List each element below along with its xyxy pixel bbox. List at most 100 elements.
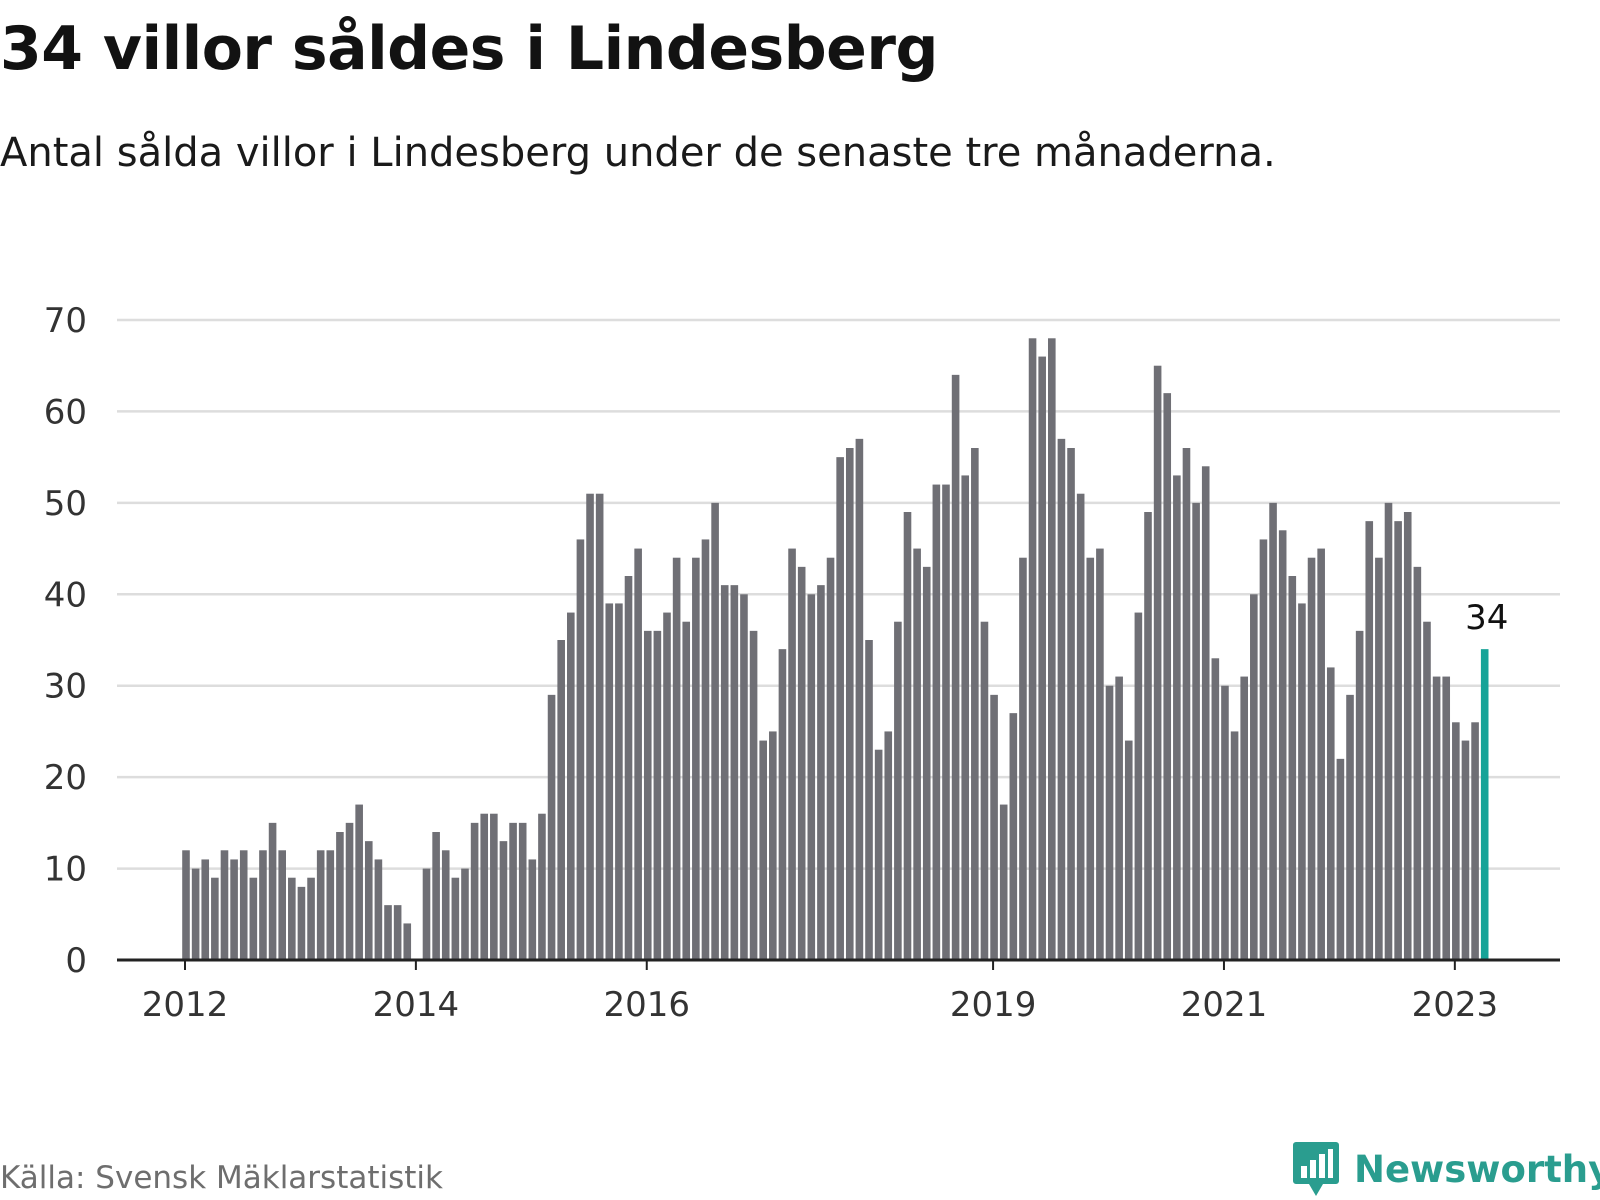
bar: [1153, 365, 1162, 961]
bar: [528, 859, 537, 960]
bar: [1423, 621, 1431, 960]
bar: [326, 850, 335, 960]
bar: [278, 850, 286, 960]
bar: [749, 630, 758, 960]
y-tick-label: 10: [44, 850, 87, 890]
bar: [692, 557, 700, 960]
bar: [259, 850, 267, 960]
x-tick-label: 2023: [1412, 985, 1499, 1025]
bar: [307, 877, 315, 960]
bar: [576, 539, 585, 960]
bar: [595, 493, 604, 960]
bar: [1355, 630, 1364, 960]
bar: [345, 822, 354, 960]
bar: [220, 850, 229, 960]
bar: [720, 585, 729, 960]
bar: [807, 594, 816, 960]
bar: [1307, 557, 1316, 960]
bar-chart-speech-bubble-icon: [1293, 1142, 1339, 1196]
bar: [1144, 512, 1152, 960]
bar: [470, 822, 479, 960]
bar: [999, 804, 1008, 960]
bar: [1076, 493, 1085, 960]
bar: [884, 731, 893, 960]
bar: [191, 868, 200, 960]
bar: [740, 594, 748, 960]
bar: [672, 557, 681, 960]
bar: [461, 868, 469, 960]
bar: [615, 603, 623, 960]
bar: [1403, 512, 1412, 960]
bar: [1134, 612, 1143, 960]
y-tick-label: 20: [44, 758, 87, 798]
bar: [538, 813, 546, 960]
bar: [1211, 658, 1220, 960]
bar: [971, 448, 979, 960]
brand-name: Newsworthy: [1354, 1147, 1600, 1191]
bar: [432, 832, 440, 960]
bar: [499, 841, 508, 960]
bar: [1471, 722, 1479, 960]
bar: [1413, 566, 1422, 960]
chart-subtitle: Antal sålda villor i Lindesberg under de…: [0, 130, 1276, 176]
bar: [990, 694, 998, 960]
bar: [817, 585, 825, 960]
bar: [1019, 557, 1027, 960]
x-tick-label: 2021: [1181, 985, 1268, 1025]
y-tick-label: 50: [44, 484, 87, 524]
x-tick-label: 2014: [373, 985, 460, 1025]
bar: [1461, 740, 1470, 960]
bar: [942, 484, 950, 960]
bar: [490, 813, 498, 960]
bar: [211, 877, 219, 960]
bar: [730, 585, 739, 960]
bar: [297, 886, 306, 960]
bar: [653, 630, 662, 960]
bar: [1326, 667, 1335, 960]
bar: [980, 621, 989, 960]
bar: [384, 905, 392, 960]
bar: [1365, 521, 1374, 960]
bar: [711, 502, 719, 960]
bar: [1067, 448, 1075, 960]
labels: 0 10 20 30 40 50 60 70 34 2012 2014 2016 2019 2021 202…: [44, 301, 1509, 1025]
bar: [1096, 548, 1104, 960]
bar: [422, 868, 431, 960]
bar: [836, 457, 844, 960]
bar: [557, 640, 565, 960]
bar: [480, 813, 489, 960]
bar: [1288, 576, 1297, 960]
bar: [1192, 502, 1200, 960]
bar: [1163, 393, 1172, 960]
bar: [1028, 338, 1037, 960]
bar: [1009, 713, 1018, 960]
bar: [182, 850, 190, 960]
bar: [1442, 676, 1451, 960]
bar: [778, 649, 787, 960]
y-tick-label: 60: [44, 392, 87, 432]
bar: [1259, 539, 1268, 960]
bar: [913, 548, 921, 960]
x-tick-label: 2016: [603, 985, 690, 1025]
bar: [1452, 722, 1460, 960]
bar: [403, 923, 412, 960]
bar: [509, 822, 517, 960]
bar: [874, 749, 883, 960]
bar: [1298, 603, 1306, 960]
bar: [1086, 557, 1095, 960]
bar: [518, 822, 527, 960]
bar: [663, 612, 671, 960]
brand-logo: Newsworthy: [1292, 1140, 1600, 1198]
bars: [182, 338, 1489, 961]
bar: [701, 539, 710, 960]
bar: [547, 694, 556, 960]
bar: [759, 740, 767, 960]
bar: [567, 612, 575, 960]
bar: [249, 877, 258, 960]
bar: [1201, 466, 1210, 960]
bar: [1336, 758, 1345, 960]
bar: [1115, 676, 1123, 960]
bar: [586, 493, 594, 960]
bar: [316, 850, 325, 960]
bar: [932, 484, 941, 960]
